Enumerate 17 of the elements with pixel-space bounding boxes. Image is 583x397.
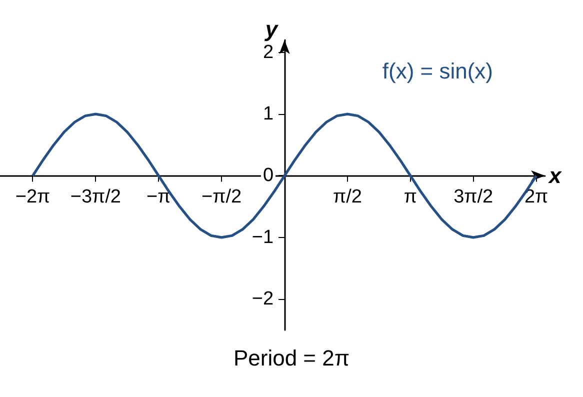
y-tick-label: 1 [262, 104, 274, 125]
x-tick-label: −3π/2 [70, 186, 122, 208]
y-tick-label: −2 [252, 288, 274, 310]
x-tick-label: −π [146, 186, 171, 208]
x-tick-label: −2π [15, 186, 50, 208]
x-tick-label: 3π/2 [454, 186, 494, 208]
y-tick-label: −1 [252, 226, 274, 248]
x-axis-title: x [548, 163, 562, 188]
y-tick-label: 2 [262, 42, 274, 63]
x-tick-label: 2π [524, 186, 548, 208]
y-tick-label: 0 [262, 165, 274, 186]
x-tick-label: −π/2 [202, 186, 242, 208]
x-tick-label: π/2 [332, 186, 362, 208]
x-tick-label: π [404, 186, 417, 208]
text: Period = 2π [233, 346, 350, 370]
series-label: f(x) = sin(x) [382, 58, 494, 84]
y-axis-title: y [264, 16, 280, 42]
